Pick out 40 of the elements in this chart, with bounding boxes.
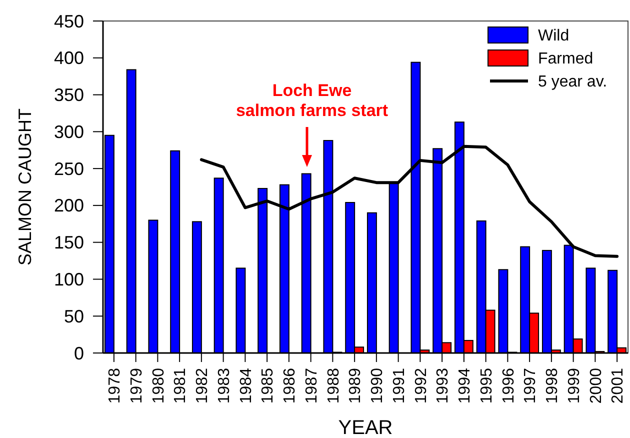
x-tick-label: 1988: [325, 368, 342, 404]
x-tick-label: 1983: [216, 368, 233, 404]
x-tick-label: 1993: [434, 368, 452, 404]
x-tick-label: 1999: [566, 368, 583, 404]
legend-label: Wild: [538, 28, 570, 45]
y-tick-label: 150: [54, 232, 84, 253]
x-tick-label: 2000: [588, 368, 605, 404]
x-tick-label: 1991: [390, 368, 408, 404]
x-tick-label: 1998: [544, 368, 562, 404]
x-tick-label: 2001: [610, 368, 627, 404]
x-tick-label: 1980: [150, 368, 168, 404]
y-tick-label: 400: [54, 48, 84, 68]
legend-label: 5 year av.: [538, 74, 608, 91]
x-tick-label: 1994: [456, 368, 474, 404]
y-tick-label: 350: [54, 85, 84, 106]
x-tick-label: 1986: [282, 368, 299, 404]
y-tick-label: 450: [54, 11, 84, 32]
x-tick-label: 1985: [260, 368, 277, 404]
x-tick-label: 1992: [412, 368, 430, 404]
x-tick-label: 1987: [303, 368, 320, 404]
x-tick-label: 1995: [478, 368, 496, 404]
x-tick-label: 1997: [522, 368, 540, 404]
x-axis-title: YEAR: [338, 417, 393, 438]
y-tick-label: 50: [64, 306, 84, 326]
legend-label: Farmed: [538, 50, 594, 68]
x-tick-label: 1981: [172, 368, 190, 404]
x-tick-label: 1996: [500, 368, 518, 404]
x-tick-label: 1989: [347, 368, 364, 404]
y-tick-label: 300: [54, 122, 84, 142]
x-tick-label: 1990: [369, 368, 386, 404]
y-tick-label: 100: [54, 270, 84, 290]
y-tick-label: 200: [54, 196, 84, 216]
x-tick-label: 1978: [106, 368, 124, 404]
x-tick-label: 1984: [238, 368, 255, 404]
y-tick-label: 0: [74, 343, 84, 364]
y-tick-label: 250: [54, 158, 84, 179]
x-tick-label: 1979: [128, 368, 146, 404]
x-tick-label: 1982: [194, 368, 212, 404]
annotation: Loch Ewe salmon farms start: [236, 81, 388, 120]
y-axis-title: SALMON CAUGHT: [15, 108, 35, 266]
